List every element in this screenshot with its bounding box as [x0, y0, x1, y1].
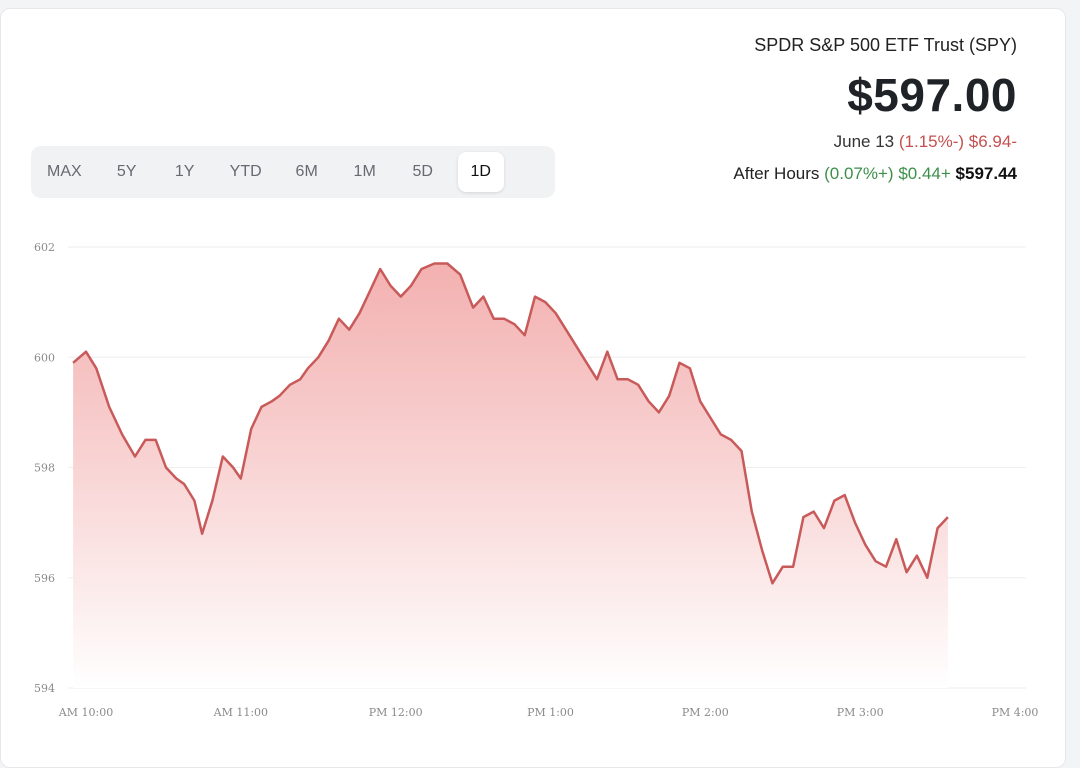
after-hours: After Hours (0.07%+) $0.44+ $597.44: [733, 164, 1017, 184]
y-tick-label: 596: [34, 572, 55, 585]
price-chart: 594 596 598 600 602 AM 10:00 AM 11:00 PM 12:00 P…: [34, 241, 1038, 719]
axes: 594 596 598 600 602 AM 10:00 AM 11:00 PM 12:00 P…: [34, 241, 1038, 719]
change-date: June 13: [833, 132, 895, 151]
change-percent: (1.15%-): [898, 132, 965, 151]
price-line: [72, 262, 949, 585]
change-amount: $6.94-: [968, 132, 1017, 151]
range-tab-1d[interactable]: 1D: [457, 152, 504, 192]
after-hours-percent: (0.07%+): [824, 164, 894, 183]
x-tick-label: PM 12:00: [369, 706, 423, 719]
x-tick-label: PM 3:00: [837, 706, 884, 719]
x-tick-label: PM 1:00: [527, 706, 574, 719]
after-hours-label: After Hours: [733, 164, 820, 183]
range-tab-1y[interactable]: 1Y: [174, 163, 195, 180]
quote-header: SPDR S&P 500 ETF Trust (SPY) $597.00 Jun…: [733, 35, 1017, 184]
range-tab-6m[interactable]: 6M: [295, 163, 318, 180]
price-area-fill: [73, 263, 948, 688]
y-tick-label: 600: [34, 351, 55, 364]
y-tick-label: 594: [34, 682, 55, 695]
range-selector: MAX 5Y 1Y YTD 6M 1M 5D 1D: [31, 146, 555, 198]
range-tab-max[interactable]: MAX: [47, 163, 82, 180]
price-area: [72, 262, 949, 688]
x-tick-label: PM 4:00: [992, 706, 1039, 719]
after-hours-amount: $0.44+: [898, 164, 951, 183]
range-tab-5y[interactable]: 5Y: [116, 163, 137, 180]
x-tick-label: AM 10:00: [58, 706, 113, 719]
y-tick-label: 598: [34, 462, 55, 475]
x-tick-label: AM 11:00: [213, 706, 268, 719]
ticker-name: SPDR S&P 500 ETF Trust (SPY): [754, 35, 1017, 55]
daily-change: June 13 (1.15%-) $6.94-: [733, 132, 1017, 152]
x-tick-label: PM 2:00: [682, 706, 729, 719]
range-tab-1m[interactable]: 1M: [353, 163, 376, 180]
range-tab-5d[interactable]: 5D: [412, 163, 433, 180]
current-price: $597.00: [847, 69, 1017, 121]
after-hours-price: $597.44: [955, 164, 1017, 183]
y-tick-label: 602: [34, 241, 55, 254]
range-tab-ytd[interactable]: YTD: [229, 163, 262, 180]
